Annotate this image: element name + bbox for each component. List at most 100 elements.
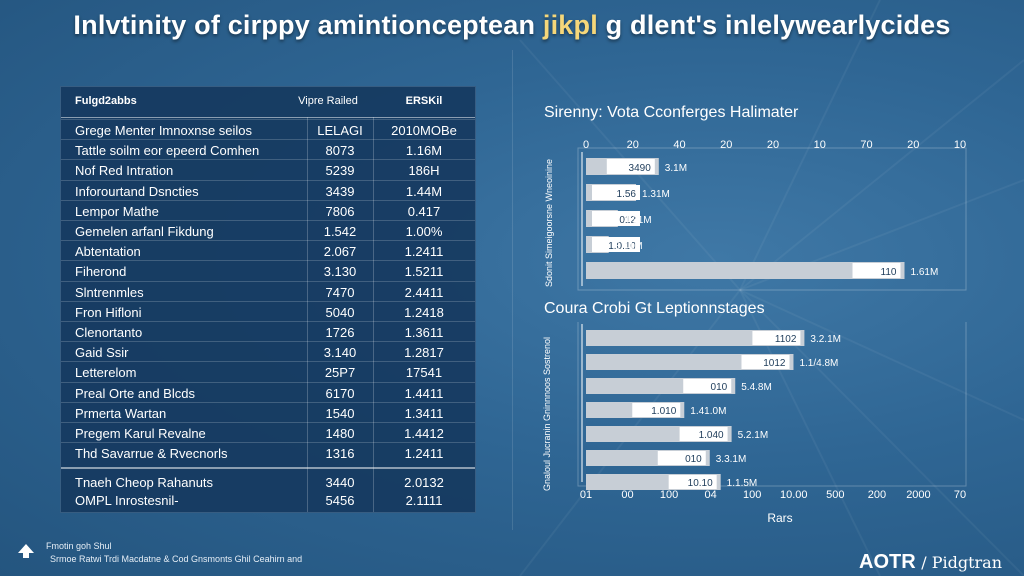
- cell-value: 1.2817: [404, 345, 444, 361]
- cell-value: 17541: [405, 365, 443, 381]
- table-row: Pregem Karul Revalne 1480 1.4412: [61, 424, 475, 444]
- bar: [586, 330, 805, 346]
- cell-value: 0.417: [407, 203, 441, 219]
- x-tick-label: 20: [627, 139, 639, 151]
- data-table: Fulgd2abbs Vipre Railed ERSKil Grege Men…: [60, 86, 476, 513]
- x-tick-label: 2000: [906, 489, 930, 501]
- bar-label: 10.10: [688, 478, 713, 489]
- logo-icon: [18, 544, 34, 558]
- row-separator: [61, 341, 475, 343]
- x-tick-label: 10: [814, 139, 826, 151]
- cell-name: Thd Savarrue & Rvecnorls: [75, 446, 228, 462]
- cell-name: Pregem Karul Revalne: [75, 426, 206, 441]
- x-tick-label: 20: [767, 139, 779, 151]
- table-row: Nof Red Intration 5239 186H: [61, 161, 475, 181]
- chart-frame: [577, 147, 967, 291]
- bar-label: 010: [685, 454, 702, 465]
- credit-sub: / Pidgtran: [921, 553, 1002, 572]
- cell-value: 2.4411: [404, 284, 444, 300]
- column-divider: [307, 117, 308, 512]
- table-row: Slntrenmles 7470 2.4411: [61, 283, 475, 303]
- y-axis-label: Gnaloul Jucranin Gninnnoos Sostrenol: [542, 337, 552, 491]
- cell-name: Fiherond: [75, 264, 127, 280]
- bar-label-box: [679, 427, 728, 441]
- bar-label-box: [606, 159, 655, 174]
- cell-name: Fron Hifloni: [75, 304, 142, 320]
- cell-value: 1.2418: [404, 304, 444, 320]
- row-separator: [61, 401, 475, 403]
- y-axis-label: Sdonit Simeigoorsne Wneoinine: [544, 159, 554, 287]
- cell-name: Preal Orte and Blcds: [75, 385, 195, 401]
- footer-cell-value: 2.1111: [405, 493, 443, 508]
- cell-value: 8073: [325, 143, 355, 159]
- cell-name: Inforourtand Dsncties: [75, 183, 199, 199]
- title-rest: g dlent's inlelywearlycides: [605, 10, 951, 40]
- row-separator: [61, 139, 475, 141]
- footer-note-line-2: Srmoe Ratwi Trdi Macdatne & Cod Gnsmonts…: [50, 554, 303, 564]
- bar-value-label: 4.31M: [624, 215, 652, 226]
- x-tick-label: 00: [621, 489, 633, 501]
- cell-value: 1.3411: [404, 405, 444, 421]
- bar-label-box: [592, 185, 640, 200]
- bar-label-box: [741, 355, 790, 369]
- x-tick-label: 0: [583, 139, 589, 151]
- table-row: Inforourtand Dsncties 3439 1.44M: [61, 182, 475, 202]
- row-separator: [61, 159, 475, 161]
- footer-cell-value: 5456: [325, 493, 355, 508]
- cell-name: Clenortanto: [75, 325, 143, 340]
- header-col-1: Fulgd2abbs: [75, 95, 137, 107]
- table-row: Letterelom 25P7 17541: [61, 363, 475, 383]
- cell-name: Slntrenmles: [75, 284, 144, 300]
- cell-value: 1.2411: [404, 446, 444, 462]
- table-row: Abtentation 2.067 1.2411: [61, 242, 475, 262]
- column-divider: [373, 117, 374, 512]
- bar-label: 110: [881, 267, 897, 278]
- cell-name: Letterelom: [75, 365, 137, 381]
- bar-label: 1.040: [699, 430, 724, 441]
- row-separator: [61, 280, 475, 282]
- cell-value: 1.44M: [405, 183, 443, 199]
- table-row: Gaid Ssir 3.140 1.2817: [61, 343, 475, 363]
- bar: [586, 262, 905, 279]
- footer-cell-value: 3440: [325, 475, 355, 490]
- cell-value: 2010MOBe: [391, 123, 457, 138]
- panel-divider: [512, 50, 513, 530]
- bar-value-label: 5.2.1M: [738, 430, 769, 441]
- x-tick-label: 200: [868, 489, 886, 501]
- bar-label: 1.010: [651, 406, 676, 417]
- cell-value: 5040: [325, 304, 355, 320]
- cell-name: Prmerta Wartan: [75, 405, 167, 421]
- cell-value: 1.3611: [404, 325, 444, 340]
- cell-name: Grege Menter Imnoxnse seilos: [75, 123, 253, 138]
- x-tick-label: 70: [954, 489, 966, 501]
- row-separator: [61, 442, 475, 444]
- cell-value: 1.16M: [405, 143, 443, 159]
- bar-value-label: 1.31M: [642, 189, 670, 200]
- x-tick-label: 10: [954, 139, 966, 151]
- footer-cell-name: OMPL Inrostesnil-: [75, 493, 179, 508]
- x-tick-label: 100: [660, 489, 678, 501]
- bar-value-label: 5.4.8M: [741, 382, 772, 393]
- table-row: Thd Savarrue & Rvecnorls 1316 1.2411: [61, 444, 475, 464]
- bar-label-box: [668, 475, 717, 489]
- footer-row: OMPL Inrostesnil- 5456 2.1111: [61, 491, 475, 511]
- title-accent: jikpl: [542, 10, 598, 40]
- table-row: Tattle soilm eor epeerd Comhen 8073 1.16M: [61, 141, 475, 161]
- cell-value: 5239: [325, 163, 355, 179]
- cell-value: 1316: [325, 446, 355, 462]
- table-header: Fulgd2abbs Vipre Railed ERSKil: [61, 87, 475, 118]
- credit-main: AOTR: [859, 551, 916, 573]
- row-separator: [61, 321, 475, 322]
- row-separator: [61, 240, 475, 242]
- bar-label-box: [657, 451, 706, 465]
- row-separator: [61, 199, 475, 201]
- footer-note-line-1: Fmotin goh Shul: [46, 541, 112, 551]
- row-separator: [61, 381, 475, 383]
- cell-value: 186H: [408, 163, 440, 179]
- table-row: Clenortanto 1726 1.3611: [61, 323, 475, 343]
- footer-cell-value: 2.0132: [404, 475, 444, 490]
- bar-label-box: [592, 237, 640, 252]
- cell-value: 7806: [325, 203, 355, 219]
- bar-label: 1.56: [617, 189, 637, 200]
- table-row: Preal Orte and Blcds 6170 1.4411: [61, 384, 475, 404]
